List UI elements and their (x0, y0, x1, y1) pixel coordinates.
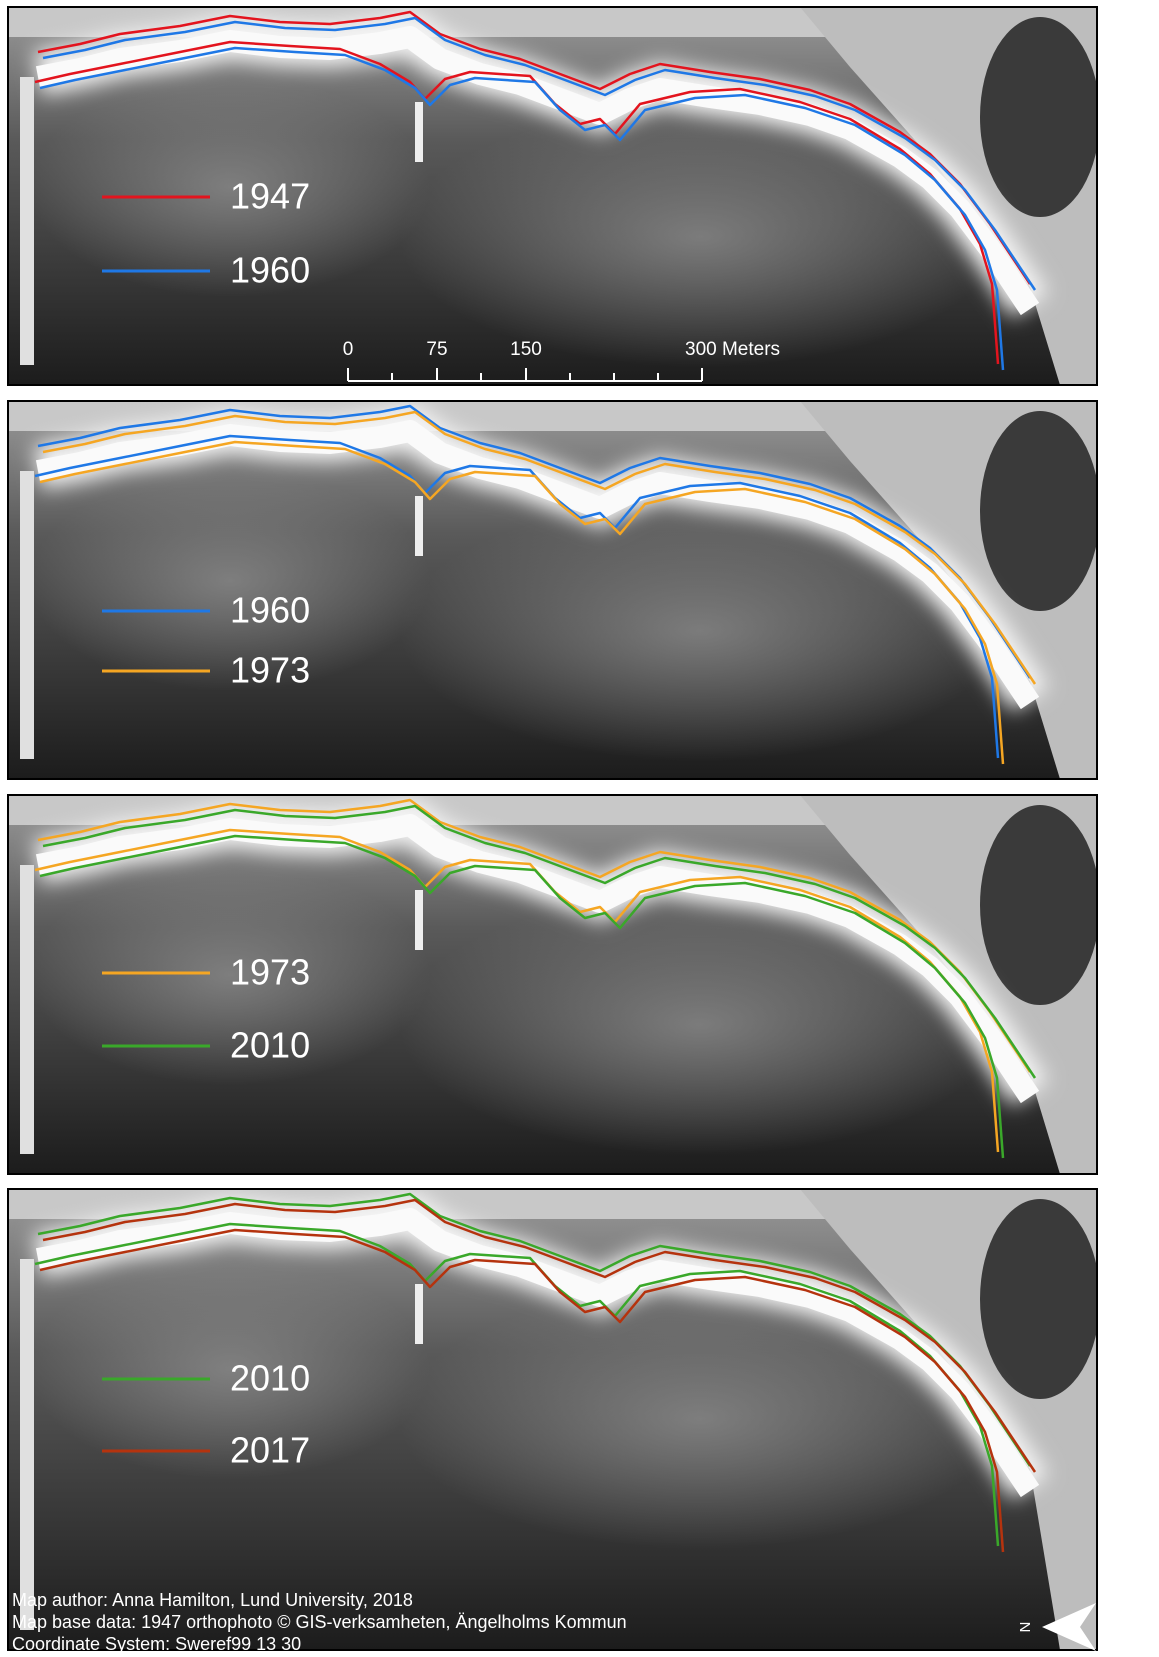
legend-label: 1973 (230, 952, 310, 993)
scale-label: 0 (343, 339, 354, 360)
forest (980, 411, 1100, 611)
scale-label: 150 (510, 339, 542, 360)
map-figure: 1947 1960 1960 1973 1973 2010 2010 2017 0 75 150 30… (0, 0, 1159, 1657)
credit-line: Map base data: 1947 orthophoto © GIS-ver… (12, 1612, 627, 1632)
pier (20, 865, 34, 1154)
pier (20, 1259, 34, 1630)
north-label: N (1016, 1622, 1033, 1633)
forest (980, 17, 1100, 217)
credit-line: Coordinate System: Sweref99 13 30 (12, 1634, 301, 1654)
forest (980, 805, 1100, 1005)
scale-label: 75 (426, 339, 447, 360)
legend-label: 1947 (230, 176, 310, 217)
legend-label: 1960 (230, 250, 310, 291)
pier (415, 102, 423, 162)
legend-label: 2017 (230, 1430, 310, 1471)
legend-label: 1973 (230, 650, 310, 691)
credit-line: Map author: Anna Hamilton, Lund Universi… (12, 1590, 413, 1610)
pier (415, 1284, 423, 1344)
pier (20, 471, 34, 759)
map-panel (8, 0, 1100, 385)
legend-label: 1960 (230, 590, 310, 631)
scale-label: 300 Meters (685, 339, 780, 360)
map-panel (8, 785, 1100, 1174)
pier (415, 496, 423, 556)
pier (415, 890, 423, 950)
map-panel (8, 391, 1100, 779)
legend-label: 2010 (230, 1358, 310, 1399)
pier (20, 77, 34, 365)
legend-label: 2010 (230, 1025, 310, 1066)
forest (980, 1199, 1100, 1399)
map-panel (8, 1179, 1100, 1650)
